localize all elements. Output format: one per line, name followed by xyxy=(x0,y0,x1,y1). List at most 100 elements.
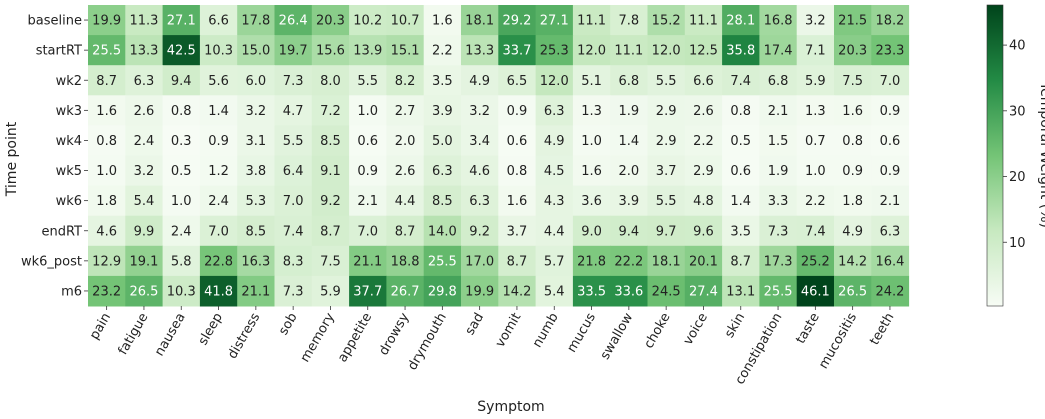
x-tick-label: nausea xyxy=(152,311,189,359)
cell-value-label: 13.1 xyxy=(726,284,755,299)
cell-value-label: 24.2 xyxy=(875,284,904,299)
cell-value-label: 8.7 xyxy=(507,254,528,269)
cell-value-label: 2.6 xyxy=(395,164,416,179)
heatmap-cell xyxy=(162,5,201,36)
cell-value-label: 2.9 xyxy=(656,134,677,149)
cell-value-label: 14.2 xyxy=(502,284,531,299)
heatmap-cell xyxy=(572,95,611,126)
heatmap-cell xyxy=(199,35,238,66)
heatmap-cell xyxy=(572,245,611,277)
cell-value-label: 1.4 xyxy=(208,104,229,119)
heatmap-cell xyxy=(349,185,387,217)
cell-value-label: 7.4 xyxy=(283,224,304,239)
heatmap-cell xyxy=(498,215,537,247)
heatmap-cell xyxy=(162,95,201,126)
colorbar-tick-label: 40 xyxy=(1009,39,1026,54)
cell-value-label: 2.1 xyxy=(880,194,901,209)
heatmap-cell xyxy=(88,35,126,66)
cell-value-label: 7.4 xyxy=(730,74,751,89)
y-axis-title: Time point xyxy=(4,121,20,197)
cell-value-label: 5.8 xyxy=(171,254,192,269)
cell-value-label: 0.9 xyxy=(208,134,229,149)
cell-value-label: 19.1 xyxy=(129,254,158,269)
cell-value-label: 10.3 xyxy=(204,44,233,59)
cell-value-label: 3.9 xyxy=(432,104,453,119)
heatmap-cell xyxy=(386,65,425,96)
heatmap-cell xyxy=(423,65,462,96)
cell-value-label: 21.1 xyxy=(241,284,270,299)
x-tick-label: choke xyxy=(641,311,673,352)
heatmap-cell xyxy=(349,155,387,187)
cell-value-label: 46.1 xyxy=(801,284,830,299)
x-tick-label: swallow xyxy=(598,310,637,362)
heatmap-cell xyxy=(386,215,425,247)
cell-value-label: 6.3 xyxy=(432,164,453,179)
heatmap-cell xyxy=(274,5,313,36)
cell-value-label: 18.8 xyxy=(391,254,420,269)
heatmap-cell xyxy=(572,125,611,156)
heatmap-cell xyxy=(871,95,910,126)
colorbar-tick-label: 10 xyxy=(1009,236,1026,251)
cell-value-label: 12.0 xyxy=(577,44,606,59)
heatmap-cell xyxy=(610,245,648,277)
heatmap-cell xyxy=(759,65,798,96)
cell-value-label: 0.9 xyxy=(880,164,901,179)
cell-value-label: 5.5 xyxy=(357,74,378,89)
heatmap-cell xyxy=(722,35,760,66)
cell-value-label: 3.3 xyxy=(768,194,789,209)
cell-value-label: 2.9 xyxy=(656,104,677,119)
cell-value-label: 19.9 xyxy=(465,284,494,299)
heatmap-cell xyxy=(349,35,387,66)
cell-value-label: 29.8 xyxy=(428,284,457,299)
cell-value-label: 19.7 xyxy=(279,44,308,59)
heatmap-cell xyxy=(162,125,201,156)
heatmap-cell xyxy=(796,5,835,36)
x-tick-label: pain xyxy=(87,311,114,343)
heatmap-cell xyxy=(423,275,462,307)
cell-value-label: 15.1 xyxy=(391,44,420,59)
heatmap-cell xyxy=(88,215,126,247)
x-tick-label: sob xyxy=(276,311,300,338)
cell-value-label: 3.8 xyxy=(246,164,267,179)
heatmap-cell xyxy=(199,5,238,36)
heatmap-cell xyxy=(311,65,350,96)
cell-value-label: 7.3 xyxy=(283,284,304,299)
cell-value-label: 6.4 xyxy=(283,164,304,179)
cell-value-label: 8.7 xyxy=(730,254,751,269)
heatmap-cell xyxy=(722,95,760,126)
heatmap-cell xyxy=(871,245,910,277)
heatmap-cell xyxy=(199,65,238,96)
cell-value-label: 1.4 xyxy=(730,194,751,209)
heatmap-cell xyxy=(237,155,275,187)
heatmap-cell xyxy=(647,5,686,36)
heatmap-cell xyxy=(162,185,201,217)
cell-value-label: 0.5 xyxy=(730,134,751,149)
heatmap-cell xyxy=(684,215,723,247)
heatmap-cell xyxy=(722,215,760,247)
cell-value-label: 7.1 xyxy=(805,44,826,59)
cell-value-label: 9.6 xyxy=(693,224,714,239)
heatmap-cell xyxy=(237,5,275,36)
cell-value-label: 5.3 xyxy=(246,194,267,209)
cell-value-label: 11.1 xyxy=(614,44,643,59)
heatmap-cell xyxy=(796,95,835,126)
heatmap-cell xyxy=(796,155,835,187)
y-tick-label: wk6_post xyxy=(21,254,82,269)
x-tick-label: distress xyxy=(225,310,263,361)
heatmap-cell xyxy=(610,35,648,66)
heatmap-cell xyxy=(647,245,686,277)
cell-value-label: 13.9 xyxy=(353,44,382,59)
cell-value-label: 12.0 xyxy=(652,44,681,59)
heatmap-cell xyxy=(572,5,611,36)
cell-value-label: 1.4 xyxy=(619,134,640,149)
heatmap-cell xyxy=(535,125,574,156)
cell-value-label: 33.7 xyxy=(502,44,531,59)
heatmap-cell xyxy=(498,5,537,36)
heatmap-cell xyxy=(535,245,574,277)
x-tick-label: appetite xyxy=(335,311,375,366)
heatmap-cell xyxy=(834,245,872,277)
heatmap-cell xyxy=(647,125,686,156)
heatmap-cell xyxy=(572,35,611,66)
cell-value-label: 15.0 xyxy=(241,44,270,59)
heatmap-cell xyxy=(88,245,126,277)
